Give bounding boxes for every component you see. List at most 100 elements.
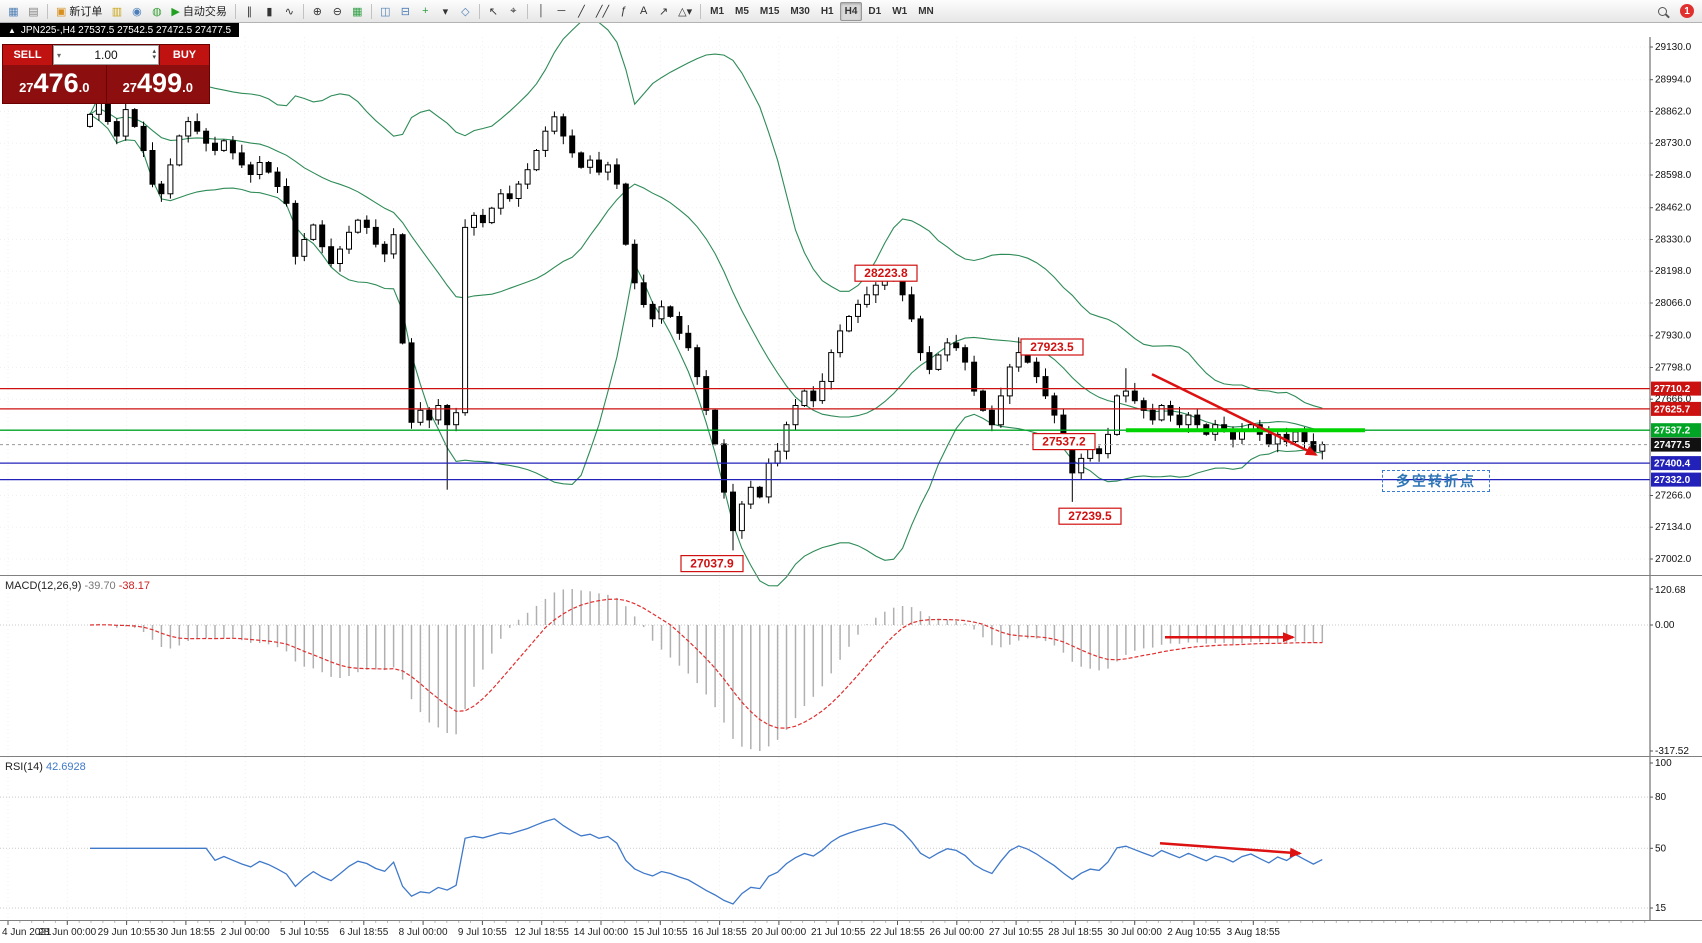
candle	[265, 162, 272, 173]
macd-series	[89, 589, 1324, 751]
contacts-button[interactable]: ◉	[127, 2, 146, 21]
price-callout-box[interactable]	[1020, 338, 1084, 356]
volume-field[interactable]: ▾ 1.00 ▴ ▾	[53, 45, 159, 65]
svg-text:27002.0: 27002.0	[1655, 554, 1692, 565]
sell-button[interactable]: SELL	[3, 45, 53, 65]
timeframe-m15-button[interactable]: M15	[759, 5, 780, 17]
trend-arrow[interactable]	[1151, 373, 1318, 456]
turning-point-note[interactable]: 多空转折点	[1382, 470, 1490, 492]
candle	[1185, 414, 1192, 426]
profiles-button[interactable]: ▤	[24, 2, 43, 21]
price-callout-box[interactable]	[1032, 433, 1096, 451]
candlestick-chart-button[interactable]: ▮	[260, 2, 279, 21]
indicator-list-button[interactable]: ▾	[436, 2, 455, 21]
one-click-trading-panel: SELL ▾ 1.00 ▴ ▾ BUY 27 476.0 27 499.0	[2, 44, 210, 104]
candle	[220, 140, 227, 151]
buy-price[interactable]: 27 499.0	[107, 65, 210, 103]
text-button[interactable]: A	[634, 2, 653, 21]
search-icon[interactable]	[1658, 6, 1667, 16]
spinner-up-icon[interactable]: ▴	[152, 48, 156, 55]
zoom-out-button[interactable]: ⊖	[328, 2, 347, 21]
timeframe-w1-button[interactable]: W1	[892, 5, 908, 17]
chart-window: 28223.8 27923.5 27537.2 27239.5 27037.9 29130…	[0, 23, 1702, 943]
cursor-icon: ↖	[488, 5, 498, 18]
svg-text:2 Jul 00:00: 2 Jul 00:00	[221, 927, 270, 938]
timeframe-mn-button[interactable]: MN	[918, 5, 934, 17]
cursor-button[interactable]: ↖	[484, 2, 503, 21]
svg-text:28198.0: 28198.0	[1655, 266, 1692, 277]
bar-chart-button[interactable]: ∥	[240, 2, 259, 21]
svg-text:28 Jul 18:55: 28 Jul 18:55	[1048, 927, 1103, 938]
timeframe-h1-button[interactable]: H1	[820, 5, 834, 17]
volume-dropdown-icon[interactable]: ▾	[57, 50, 62, 60]
chart-canvas[interactable]: 28223.8 27923.5 27537.2 27239.5 27037.9 29130…	[0, 23, 1702, 943]
svg-text:9 Jul 10:55: 9 Jul 10:55	[458, 927, 507, 938]
channel-button[interactable]: ╱╱	[592, 2, 613, 21]
svg-text:15: 15	[1655, 903, 1667, 914]
tile-windows-button[interactable]: ▦	[348, 2, 367, 21]
trendline-button[interactable]: ╱	[572, 2, 591, 21]
candle	[926, 352, 933, 370]
auto-arrange-button[interactable]: ◫	[376, 2, 395, 21]
svg-text:27923.5: 27923.5	[1030, 340, 1074, 354]
fibonacci-button[interactable]: ƒ	[614, 2, 633, 21]
candle	[1114, 395, 1120, 435]
arrows-icon: ↗	[659, 5, 669, 18]
line-chart-button[interactable]: ∿	[280, 2, 299, 21]
svg-text:100: 100	[1655, 758, 1672, 769]
sell-price[interactable]: 27 476.0	[3, 65, 107, 103]
candle	[721, 443, 727, 493]
drawing-objects[interactable]: 28223.8 27923.5 27537.2 27239.5 27037.9	[0, 264, 1650, 858]
candle	[622, 183, 629, 245]
candle	[604, 164, 611, 173]
collapse-arrow-icon[interactable]: ▲	[8, 25, 16, 35]
objects-button[interactable]: ◇	[456, 2, 475, 21]
timeframe-m5-button[interactable]: M5	[735, 5, 749, 17]
timeframe-d1-button[interactable]: D1	[868, 5, 882, 17]
new-chart-button[interactable]: ▦	[4, 2, 23, 21]
candle	[855, 303, 861, 317]
zoom-in-button[interactable]: ⊕	[308, 2, 327, 21]
history-center-button[interactable]: ▥	[107, 2, 126, 21]
candle	[899, 279, 906, 296]
candle	[1319, 444, 1326, 452]
candle	[1015, 352, 1022, 368]
horizontal-line-button[interactable]: ─	[552, 2, 571, 21]
shapes-button[interactable]: △▾	[674, 2, 696, 21]
indicators-button[interactable]: +	[416, 2, 435, 21]
new-order-button[interactable]: ▣ 新订单	[52, 2, 106, 21]
arrows-button[interactable]: ↗	[654, 2, 673, 21]
community-button[interactable]: ◍	[147, 2, 166, 21]
zoom-in-icon: ⊕	[312, 5, 322, 18]
auto-trading-button[interactable]: ▶ 自动交易	[167, 2, 230, 21]
notification-badge[interactable]: 1	[1680, 4, 1694, 18]
new-order-label: 新订单	[69, 6, 103, 18]
buy-button[interactable]: BUY	[159, 45, 209, 65]
candle	[1265, 433, 1272, 445]
candlestick-chart-icon: ▮	[266, 5, 273, 18]
svg-text:50: 50	[1655, 843, 1667, 854]
candle	[596, 159, 602, 173]
timeframe-h4-button[interactable]: H4	[839, 1, 863, 21]
sell-price-digits: 476	[33, 68, 79, 98]
price-callout-box[interactable]	[1058, 507, 1122, 525]
align-windows-button[interactable]: ⊟	[396, 2, 415, 21]
timeframe-m1-button[interactable]: M1	[710, 5, 725, 17]
candle	[212, 142, 218, 151]
candle	[435, 405, 442, 421]
crosshair-button[interactable]: ⌖	[504, 2, 523, 21]
vertical-line-button[interactable]: │	[532, 2, 551, 21]
price-axis[interactable]: 29130.0 28994.0 28862.0 28730.0 28598.0 28462…	[1649, 37, 1702, 921]
timeframe-m30-button[interactable]: M30	[790, 5, 810, 17]
rsi-arrow[interactable]	[1159, 841, 1302, 858]
auto-arrange-icon: ◫	[380, 5, 391, 18]
price-callout-box[interactable]	[854, 264, 918, 282]
candle	[417, 409, 424, 423]
price-callout-box[interactable]	[680, 554, 744, 573]
volume-spinner[interactable]: ▴ ▾	[152, 48, 156, 61]
candle	[1301, 431, 1308, 443]
candle	[560, 116, 567, 137]
candle	[1051, 395, 1058, 416]
spinner-down-icon[interactable]: ▾	[152, 54, 156, 61]
